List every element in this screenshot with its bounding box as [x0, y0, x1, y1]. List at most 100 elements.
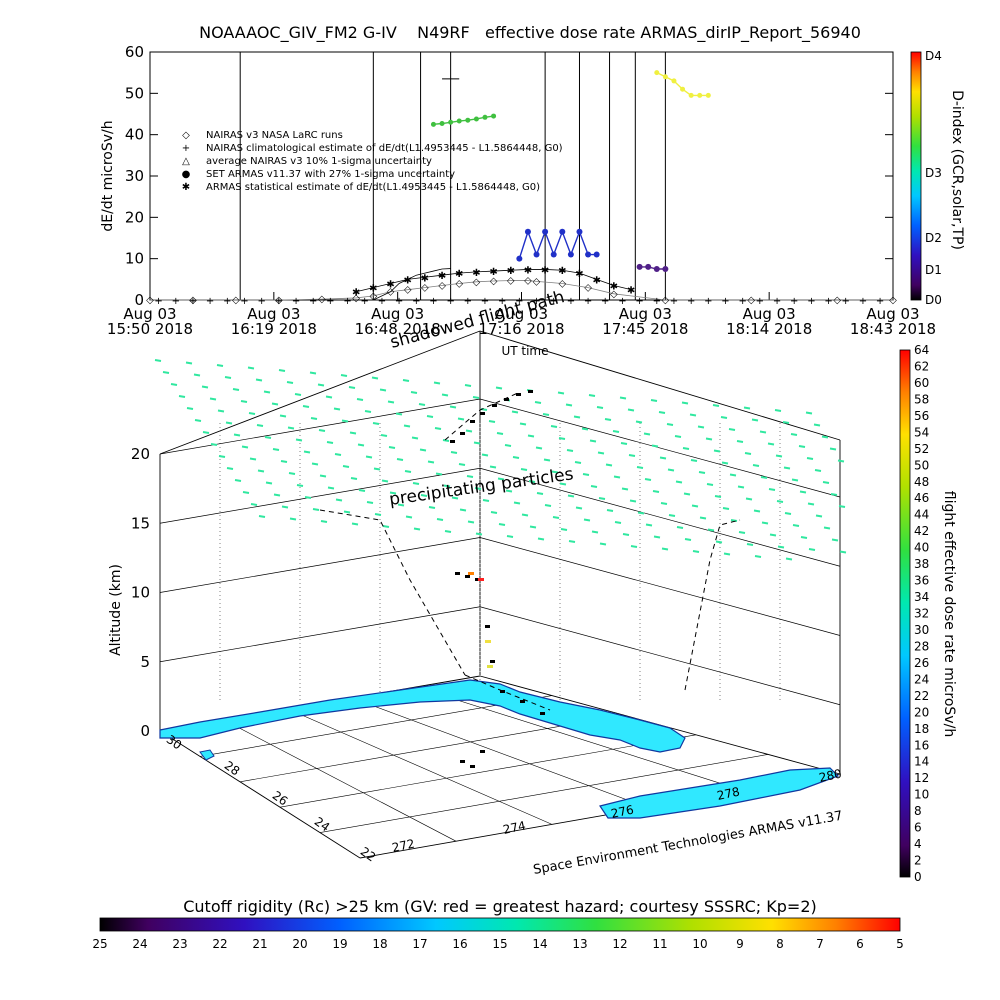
- wind-mark: [210, 443, 218, 446]
- wind-mark: [753, 509, 761, 513]
- armas-statistical-marker: ✱: [403, 275, 411, 286]
- wind-mark: [721, 461, 729, 465]
- wind-mark: [568, 540, 576, 543]
- cutoff-rigidity-tick: 21: [252, 937, 267, 951]
- x-tick-label: 16:19 2018: [231, 320, 317, 338]
- wind-mark: [775, 454, 783, 458]
- x-tick-label: 17:16 2018: [478, 320, 564, 338]
- dose-colorbar-tick: 36: [914, 574, 929, 588]
- wind-mark: [559, 482, 567, 486]
- track-mark: [480, 750, 485, 753]
- wind-mark: [351, 522, 359, 526]
- wind-mark: [645, 523, 653, 527]
- dose-colorbar-label: flight effective dose rate microSv/h: [941, 491, 957, 737]
- baseline-marker: +: [876, 296, 884, 307]
- wind-mark: [186, 407, 194, 410]
- wind-mark: [441, 393, 449, 397]
- armas-statistical-marker: ✱: [575, 269, 583, 280]
- chart-title: NOAAAOC_GIV_FM2 G-IV N49RF effective dos…: [199, 23, 861, 43]
- wind-mark: [458, 463, 466, 466]
- grid-horizontal: [159, 537, 481, 593]
- wind-mark: [527, 434, 535, 438]
- dose-colorbar-tick: 60: [914, 376, 929, 390]
- baseline-marker: +: [584, 296, 592, 307]
- wind-mark: [325, 395, 333, 399]
- wind-mark: [294, 393, 302, 396]
- wind-mark: [699, 516, 707, 520]
- wind-mark: [782, 421, 790, 424]
- wind-mark: [497, 477, 505, 481]
- legend-symbol: +: [182, 143, 190, 154]
- wind-mark: [591, 530, 599, 534]
- wind-mark: [520, 468, 528, 471]
- wind-mark: [295, 438, 303, 442]
- segment-green-point: [473, 116, 479, 122]
- wind-mark: [837, 459, 845, 463]
- 3d-grid-lines: [159, 398, 841, 842]
- cutoff-rigidity-tick: 16: [452, 937, 467, 951]
- software-credit: Space Environment Technologies ARMAS v11…: [532, 809, 844, 878]
- wind-mark: [387, 400, 395, 404]
- wind-mark: [552, 516, 560, 519]
- wind-mark: [614, 521, 622, 524]
- wind-mark: [628, 454, 636, 457]
- longitude-tick: 272: [391, 836, 416, 854]
- track-mark: [490, 660, 495, 663]
- dose-colorbar-tick: 10: [914, 788, 929, 802]
- wind-mark: [412, 482, 420, 485]
- wind-mark: [371, 376, 379, 380]
- wind-mark: [240, 400, 248, 403]
- wind-mark: [637, 511, 645, 515]
- track-mark-colored: [478, 578, 484, 581]
- wind-mark: [590, 485, 598, 488]
- armas-purple-point-line: [639, 266, 666, 270]
- cutoff-rigidity-tick: 22: [212, 937, 227, 951]
- wind-mark: [599, 542, 607, 546]
- wind-mark: [310, 417, 318, 420]
- wind-mark: [666, 423, 674, 426]
- segment-yellow-point: [654, 70, 660, 76]
- d-index-tick: D2: [925, 231, 942, 245]
- wind-mark: [443, 484, 451, 488]
- floor-grid: [199, 695, 553, 757]
- wind-mark: [583, 518, 591, 522]
- cutoff-rigidity-tick: 12: [612, 937, 627, 951]
- wind-mark: [405, 515, 413, 519]
- wind-mark: [303, 450, 311, 454]
- baseline-marker: +: [532, 296, 540, 307]
- wind-mark: [335, 498, 343, 502]
- wind-mark: [218, 455, 226, 458]
- wind-mark: [465, 429, 473, 433]
- dose-colorbar-tick: 26: [914, 656, 929, 670]
- wind-mark: [743, 406, 751, 410]
- wind-mark: [304, 496, 312, 499]
- baseline-marker: +: [842, 296, 850, 307]
- legend-symbol: ●: [182, 169, 191, 180]
- nairas-run-marker: ◇: [889, 295, 897, 306]
- wind-mark: [403, 424, 411, 428]
- cutoff-rigidity-tick: 11: [652, 937, 667, 951]
- track-mark: [540, 712, 545, 715]
- wind-mark: [265, 481, 273, 485]
- nairas-run-marker: ◇: [146, 295, 154, 306]
- wind-mark: [682, 447, 690, 450]
- track-mark: [470, 420, 475, 423]
- wind-mark: [715, 540, 723, 544]
- nairas-run-marker: ◇: [352, 293, 360, 304]
- baseline-marker: +: [464, 296, 472, 307]
- wind-mark: [350, 477, 358, 480]
- wind-mark: [495, 386, 503, 390]
- wind-mark: [606, 509, 614, 512]
- dose-colorbar-tick: 62: [914, 359, 929, 373]
- wind-mark: [317, 383, 325, 387]
- legend-symbol: △: [182, 156, 190, 167]
- floor-grid: [287, 708, 553, 825]
- baseline-marker: +: [721, 296, 729, 307]
- cutoff-rigidity-tick: 14: [532, 937, 547, 951]
- wind-mark: [519, 422, 527, 426]
- cutoff-rigidity-tick: 6: [856, 937, 864, 951]
- wind-mark: [777, 545, 785, 549]
- wind-mark: [690, 459, 698, 462]
